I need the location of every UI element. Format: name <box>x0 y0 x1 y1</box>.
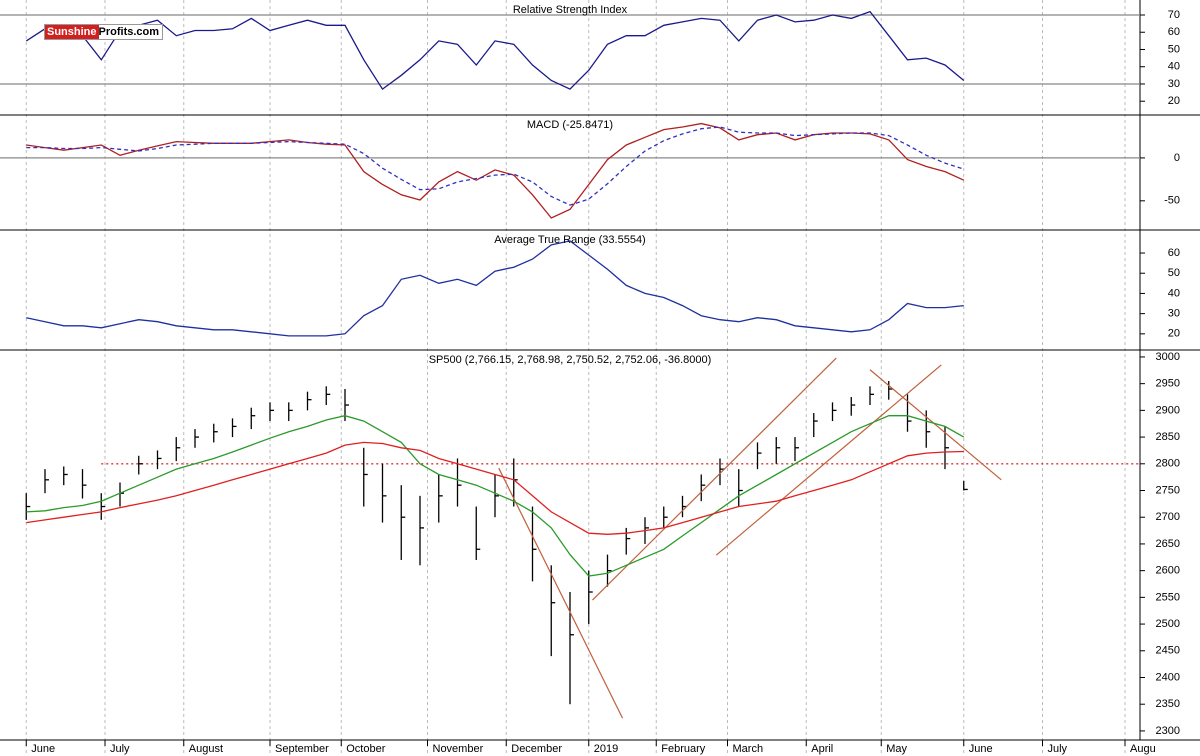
y-tick-label: 2900 <box>1156 404 1180 416</box>
x-tick-label: March <box>733 743 764 755</box>
y-tick-label: 2700 <box>1156 511 1180 523</box>
panel-title: SP500 (2,766.15, 2,768.98, 2,750.52, 2,7… <box>429 354 712 366</box>
series-line <box>26 441 964 535</box>
series-line <box>26 126 964 206</box>
y-tick-label: 2600 <box>1156 565 1180 577</box>
y-tick-label: 2800 <box>1156 458 1180 470</box>
x-tick-label: November <box>433 743 484 755</box>
x-tick-label: June <box>969 743 993 755</box>
panel-title: Relative Strength Index <box>513 4 628 16</box>
panel-title: Average True Range (33.5554) <box>494 234 645 246</box>
y-tick-label: 40 <box>1168 287 1180 299</box>
trendline <box>715 364 942 556</box>
trendline <box>498 467 624 719</box>
y-tick-label: 2450 <box>1156 645 1180 657</box>
logo: Sunshine Profits.com <box>44 24 164 40</box>
y-tick-label: 30 <box>1168 308 1180 320</box>
logo-brand: Sunshine <box>45 25 99 39</box>
y-tick-label: 30 <box>1168 78 1180 90</box>
x-tick-label: June <box>31 743 55 755</box>
y-tick-label: -50 <box>1164 195 1180 207</box>
y-tick-label: 2750 <box>1156 484 1180 496</box>
series-line <box>26 415 965 577</box>
x-tick-label: Augu <box>1130 743 1156 755</box>
y-tick-label: 2500 <box>1156 618 1180 630</box>
x-tick-label: April <box>811 743 833 755</box>
x-tick-label: February <box>661 743 706 755</box>
x-tick-label: October <box>346 743 385 755</box>
x-tick-label: July <box>110 743 130 755</box>
y-tick-label: 2850 <box>1156 431 1180 443</box>
trendline <box>592 357 837 601</box>
y-tick-label: 0 <box>1174 152 1180 164</box>
series-line <box>26 240 964 337</box>
panel-title: MACD (-25.8471) <box>527 119 613 131</box>
y-tick-label: 2400 <box>1156 671 1180 683</box>
y-tick-label: 20 <box>1168 95 1180 107</box>
y-tick-label: 2950 <box>1156 378 1180 390</box>
y-tick-label: 2550 <box>1156 591 1180 603</box>
y-tick-label: 20 <box>1168 328 1180 340</box>
y-tick-label: 2650 <box>1156 538 1180 550</box>
x-tick-label: May <box>886 743 907 755</box>
trendline <box>869 369 1002 481</box>
y-tick-label: 40 <box>1168 61 1180 73</box>
series-line <box>26 122 965 219</box>
y-tick-label: 60 <box>1168 247 1180 259</box>
y-tick-label: 3000 <box>1156 351 1180 363</box>
series-line <box>25 10 965 91</box>
x-tick-label: December <box>511 743 562 755</box>
x-tick-label: July <box>1048 743 1068 755</box>
x-tick-label: August <box>189 743 223 755</box>
y-tick-label: 50 <box>1168 43 1180 55</box>
y-tick-label: 60 <box>1168 26 1180 38</box>
x-tick-label: 2019 <box>594 743 618 755</box>
y-tick-label: 70 <box>1168 9 1180 21</box>
x-tick-label: September <box>275 743 329 755</box>
logo-rest: Profits.com <box>98 26 160 38</box>
y-tick-label: 50 <box>1168 267 1180 279</box>
y-tick-label: 2350 <box>1156 698 1180 710</box>
y-tick-label: 2300 <box>1156 725 1180 737</box>
